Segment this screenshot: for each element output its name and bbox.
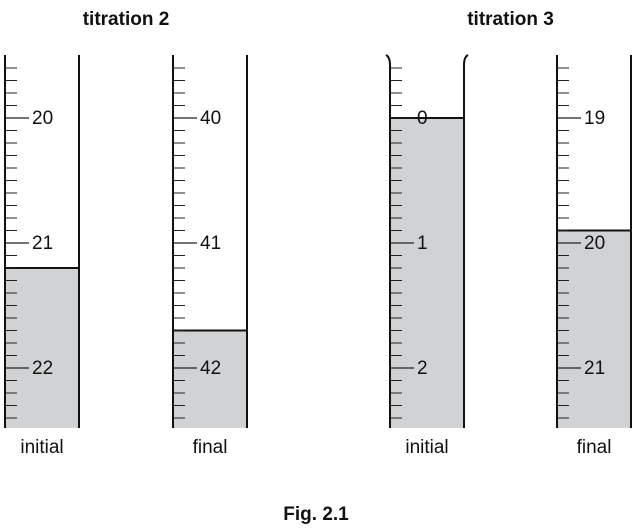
titration-title: titration 3 bbox=[467, 9, 554, 30]
tick-label: 42 bbox=[200, 358, 221, 379]
tick-label: 41 bbox=[200, 233, 221, 254]
burette-label: initial bbox=[20, 437, 63, 458]
tick-label: 1 bbox=[417, 233, 428, 254]
tick-label: 22 bbox=[32, 358, 53, 379]
figure-caption: Fig. 2.1 bbox=[283, 504, 349, 525]
tick-label: 21 bbox=[32, 233, 53, 254]
liquid bbox=[5, 268, 79, 428]
tube-wall bbox=[385, 54, 391, 428]
tick-label: 20 bbox=[32, 108, 53, 129]
tube-wall bbox=[463, 54, 469, 428]
tick-label: 21 bbox=[584, 358, 605, 379]
titration-title: titration 2 bbox=[83, 9, 170, 30]
burette-label: final bbox=[193, 437, 228, 458]
liquid bbox=[390, 118, 464, 428]
liquid bbox=[173, 330, 247, 428]
tick-label: 19 bbox=[584, 108, 605, 129]
liquid bbox=[557, 230, 631, 428]
tick-label: 40 bbox=[200, 108, 221, 129]
burette-label: final bbox=[577, 437, 612, 458]
burette-label: initial bbox=[405, 437, 448, 458]
tick-label: 2 bbox=[417, 358, 428, 379]
tick-label: 0 bbox=[417, 108, 428, 129]
tick-label: 20 bbox=[584, 233, 605, 254]
